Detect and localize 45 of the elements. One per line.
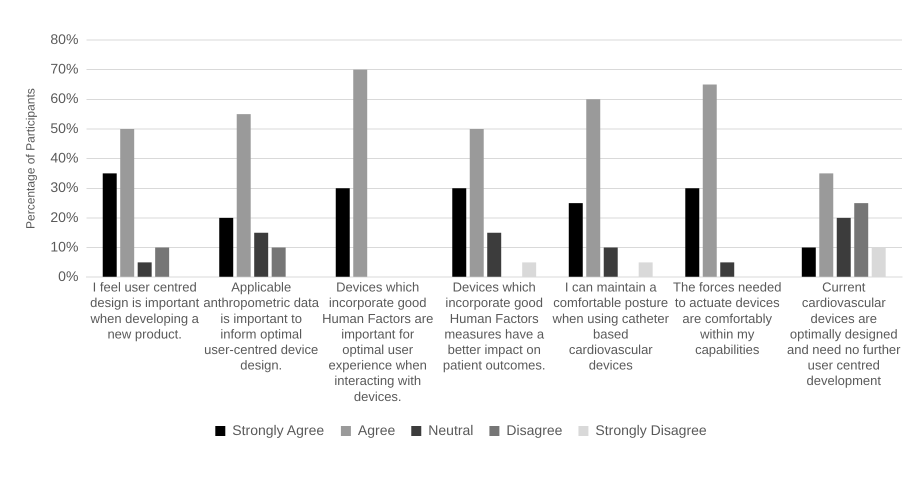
bar (568, 203, 583, 277)
bar (336, 188, 350, 277)
y-tick-label: 70% (50, 60, 78, 77)
bar (353, 70, 368, 277)
y-tick-label: 80% (50, 30, 78, 47)
y-tick-label: 40% (50, 149, 78, 166)
bar (586, 99, 600, 277)
x-tick-label: I feel user centred design is important when developing a new product. (89, 280, 200, 342)
bar (155, 248, 170, 277)
bar (219, 218, 234, 277)
y-tick-label: 60% (50, 90, 78, 106)
legend-label: Neutral (428, 422, 474, 438)
legend-label: Strongly Disagree (595, 422, 707, 438)
legend-label: Disagree (506, 422, 563, 438)
x-tick-label: Devices which incorporate good Human Factors are important for optimal user experience when interacting with devices. (322, 280, 434, 404)
bar (102, 173, 117, 277)
legend-label: Strongly Agree (232, 422, 324, 438)
x-tick-label: Devices which incorporate good Human Factors measures have a better impact on patient outcomes. (442, 280, 546, 373)
bar (819, 173, 834, 277)
y-tick-label: 0% (58, 268, 78, 284)
x-tick-label: I can maintain a comfortable posture when using catheter based cardiovascular devices (552, 280, 670, 373)
y-tick-label: 30% (50, 179, 78, 196)
bar (470, 128, 484, 277)
x-tick-label: Current cardiovascular devices are optimally designed and need no further user centred development (787, 280, 902, 388)
bar (836, 218, 851, 277)
x-tick-label: The forces needed to actuate devices are comfortably within my capabilities (673, 280, 782, 357)
bar (702, 84, 717, 277)
bar (236, 114, 251, 277)
bar (802, 248, 816, 277)
x-tick-label: Applicable anthropometric data is important to inform optimal user-centred device design. (203, 280, 320, 373)
bar (138, 262, 152, 277)
y-tick-label: 10% (50, 238, 78, 254)
bar (272, 248, 286, 277)
bar (452, 188, 466, 277)
bar (487, 232, 502, 277)
bar (685, 188, 700, 277)
legend-label: Agree (358, 422, 396, 438)
bar (120, 128, 134, 277)
bar (854, 203, 868, 277)
y-tick-label: 20% (50, 208, 78, 225)
y-tick-label: 50% (50, 120, 78, 136)
bar (604, 248, 618, 277)
y-axis-title: Percentage of Participants (24, 88, 38, 229)
bar (254, 232, 268, 277)
bar (720, 262, 734, 277)
